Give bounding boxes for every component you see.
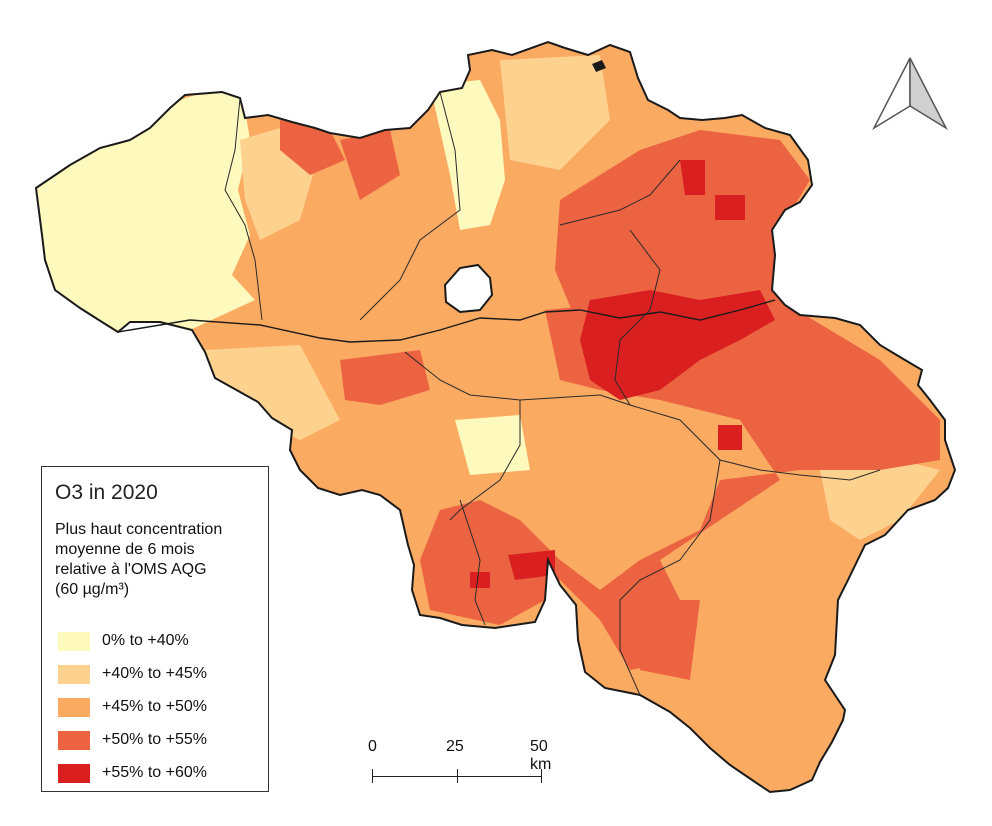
province-boundary-f: [449, 400, 521, 521]
scale-tick-25: [457, 769, 458, 783]
legend-label-5: +55% to +60%: [102, 764, 207, 781]
country-border: [34, 40, 957, 794]
zone-55-60-e: [718, 425, 742, 450]
zone-55-60-b: [715, 195, 745, 220]
zone-40-45-b: [500, 55, 610, 170]
legend-label-1: 0% to +40%: [102, 632, 189, 649]
north-arrow-icon: [872, 57, 948, 130]
zone-0-40-north: [430, 80, 505, 230]
legend-label-2: +40% to +45%: [102, 665, 207, 682]
zone-50-55-a: [280, 120, 345, 175]
legend-label-3: +45% to +50%: [102, 698, 207, 715]
province-boundary-e: [404, 351, 881, 481]
region-boundary: [117, 299, 776, 343]
legend-item-5: +55% to +60%: [58, 762, 207, 784]
zone-55-60-liege: [580, 290, 775, 400]
province-boundary-b: [359, 91, 461, 321]
zone-50-55-c: [340, 350, 430, 405]
zone-40-45-c: [205, 345, 340, 440]
scale-label-0: 0: [368, 738, 377, 755]
legend-swatch-5: [58, 763, 90, 783]
zone-40-45-d: [820, 455, 940, 540]
legend-swatch-3: [58, 697, 90, 717]
scale-bar: 0 25 50 km: [360, 738, 560, 788]
legend-item-3: +45% to +50%: [58, 696, 207, 718]
province-boundary-g: [619, 459, 721, 696]
legend-title: O3 in 2020: [55, 481, 158, 504]
scale-label-50: 50 km: [530, 738, 552, 773]
scale-tick-50: [541, 769, 542, 783]
legend-item-2: +40% to +45%: [58, 663, 207, 685]
legend-item-1: 0% to +40%: [58, 630, 189, 652]
legend-swatch-2: [58, 664, 90, 684]
zone-55-60-d: [470, 572, 490, 588]
legend-swatch-4: [58, 730, 90, 750]
scale-label-25: 25: [446, 738, 464, 755]
legend-subtitle: Plus haut concentration moyenne de 6 moi…: [55, 521, 223, 598]
legend-swatch-1: [58, 631, 90, 651]
province-boundary-h: [459, 499, 486, 626]
province-boundary-c: [559, 159, 681, 226]
province-boundary-d: [614, 229, 661, 406]
baarle-enclave: [592, 60, 606, 72]
legend-item-4: +50% to +55%: [58, 729, 207, 751]
zone-55-60-a: [680, 160, 705, 195]
legend-label-4: +50% to +55%: [102, 731, 207, 748]
zone-55-60-c: [508, 550, 555, 580]
legend-panel: O3 in 2020 Plus haut concentration moyen…: [41, 466, 269, 792]
zone-50-55-d: [640, 600, 700, 680]
brussels-region: [443, 263, 494, 314]
zone-50-55-b: [340, 130, 400, 200]
scale-tick-0: [372, 769, 373, 783]
province-boundary-a: [224, 97, 263, 321]
